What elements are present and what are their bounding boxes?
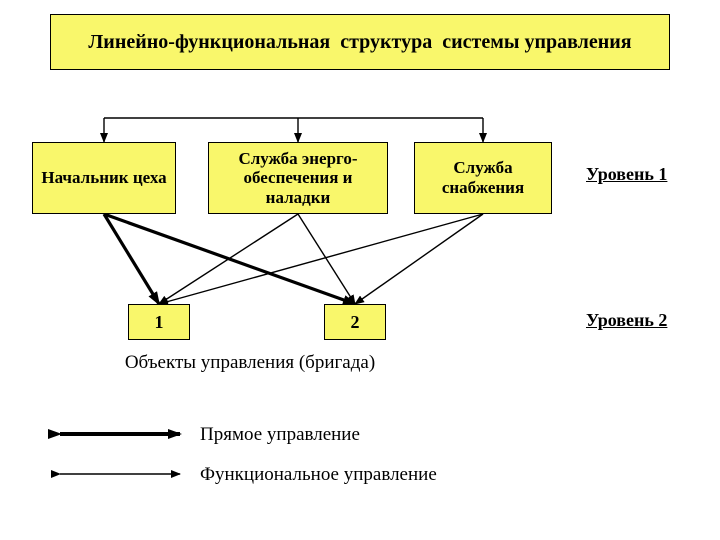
objects-caption: Объекты управления (бригада) xyxy=(120,352,380,374)
legend-direct-label: Прямое управление xyxy=(200,424,360,446)
diagram-title: Линейно-функциональная структура системы… xyxy=(50,14,670,70)
node-supply-service: Служба снабжения xyxy=(414,142,552,214)
legend-functional-label: Функциональное управление xyxy=(200,464,437,486)
node-energy-service: Служба энерго- обеспечения и наладки xyxy=(208,142,388,214)
node-object-2: 2 xyxy=(324,304,386,340)
node-chief: Начальник цеха xyxy=(32,142,176,214)
diagram-connectors xyxy=(0,0,720,540)
node-object-1: 1 xyxy=(128,304,190,340)
level2-caption: Уровень 2 xyxy=(586,310,667,331)
level1-caption: Уровень 1 xyxy=(586,164,667,185)
